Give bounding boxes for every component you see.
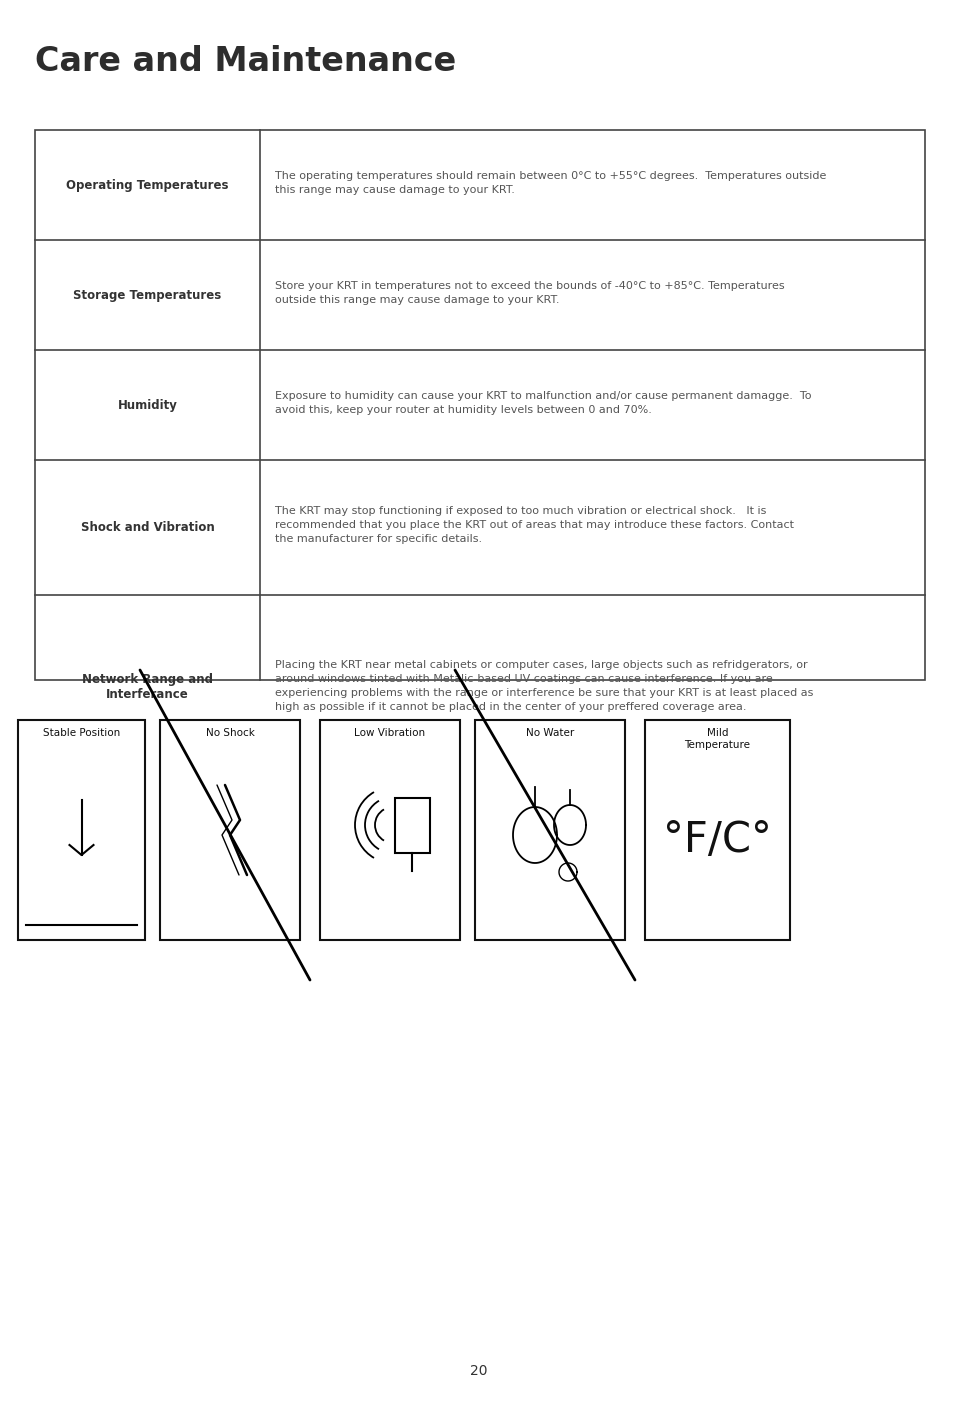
Text: Storage Temperatures: Storage Temperatures: [74, 289, 222, 301]
Text: No Water: No Water: [526, 728, 574, 738]
Text: Placing the KRT near metal cabinets or computer cases, large objects such as ref: Placing the KRT near metal cabinets or c…: [275, 659, 808, 669]
Bar: [35, 130, 925, 680]
Bar: [475, 719, 625, 941]
Bar: [645, 719, 790, 941]
Text: recommended that you place the KRT out of areas that may introduce these factors: recommended that you place the KRT out o…: [275, 521, 794, 531]
Text: 20: 20: [470, 1364, 487, 1378]
Text: Humidity: Humidity: [118, 398, 177, 411]
Text: avoid this, keep your router at humidity levels between 0 and 70%.: avoid this, keep your router at humidity…: [275, 406, 652, 415]
Text: The operating temperatures should remain between 0°C to +55°C degrees.  Temperat: The operating temperatures should remain…: [275, 170, 827, 182]
Text: Shock and Vibration: Shock and Vibration: [80, 521, 214, 534]
Text: Low Vibration: Low Vibration: [354, 728, 426, 738]
Text: experiencing problems with the range or interference be sure that your KRT is at: experiencing problems with the range or …: [275, 687, 813, 697]
Text: Stable Position: Stable Position: [43, 728, 121, 738]
Text: No Shock: No Shock: [206, 728, 255, 738]
Text: Operating Temperatures: Operating Temperatures: [66, 179, 229, 191]
Text: °F/C°: °F/C°: [663, 819, 772, 862]
Text: Store your KRT in temperatures not to exceed the bounds of -40°C to +85°C. Tempe: Store your KRT in temperatures not to ex…: [275, 282, 785, 291]
Text: outside this range may cause damage to your KRT.: outside this range may cause damage to y…: [275, 296, 560, 306]
Bar: [18, 719, 145, 941]
Text: Mild
Temperature: Mild Temperature: [684, 728, 750, 749]
Text: The KRT may stop functioning if exposed to too much vibration or electrical shoc: The KRT may stop functioning if exposed …: [275, 507, 767, 517]
Text: Network Range and
Interferance: Network Range and Interferance: [82, 673, 213, 701]
Text: Care and Maintenance: Care and Maintenance: [35, 45, 456, 77]
Text: high as possible if it cannot be placed in the center of your preffered coverage: high as possible if it cannot be placed …: [275, 701, 746, 711]
Bar: [395, 798, 430, 853]
Text: the manufacturer for specific details.: the manufacturer for specific details.: [275, 535, 482, 545]
Bar: [160, 719, 300, 941]
Text: this range may cause damage to your KRT.: this range may cause damage to your KRT.: [275, 184, 515, 194]
Text: Exposure to humidity can cause your KRT to malfunction and/or cause permanent da: Exposure to humidity can cause your KRT …: [275, 391, 812, 401]
Text: around windows tinted with Metalic-based UV coatings can cause interference. If : around windows tinted with Metalic-based…: [275, 673, 772, 683]
Bar: [320, 719, 460, 941]
